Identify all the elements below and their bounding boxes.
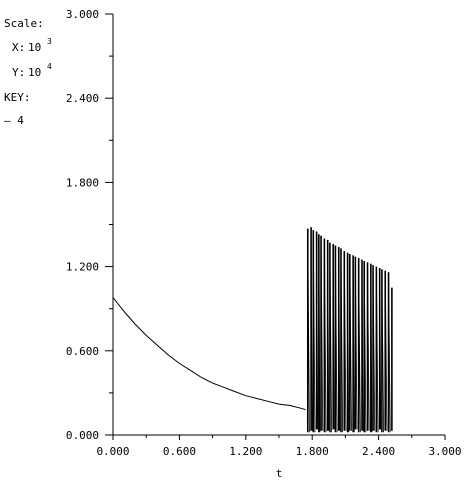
y-tick-label: 0.600 xyxy=(66,345,99,358)
scale-x-label: X: xyxy=(12,41,25,54)
scale-x-exponent: 3 xyxy=(47,37,52,46)
spike-decay xyxy=(352,255,355,433)
spike-decay xyxy=(329,242,332,433)
spike-decay xyxy=(310,227,313,431)
scale-panel: Scale: X: 10 3 Y: 10 4 KEY: — 4 xyxy=(4,17,52,127)
spike-decay xyxy=(327,239,330,431)
spike-decay xyxy=(367,262,370,431)
decay-curve xyxy=(112,297,306,411)
x-tick-label: 3.000 xyxy=(428,445,461,458)
spike-decay xyxy=(375,266,379,433)
spike-decay xyxy=(332,244,335,430)
spike-decay xyxy=(370,263,373,433)
scale-x-base: 10 xyxy=(28,41,41,54)
x-ticks: 0.000 0.600 1.200 1.800 2.400 3.000 xyxy=(96,435,462,458)
spike-decay xyxy=(354,256,358,430)
spike-decay xyxy=(340,248,344,433)
y-ticks: 0.000 0.600 1.200 1.800 2.400 3.000 xyxy=(66,8,113,442)
spike-decay xyxy=(381,269,384,433)
y-tick-label: 0.000 xyxy=(66,429,99,442)
spike-decay xyxy=(347,252,350,433)
spike-decay xyxy=(349,253,352,431)
series-layer xyxy=(112,227,393,433)
spike-decay xyxy=(307,228,310,433)
spike-decay xyxy=(363,260,367,433)
x-tick-label: 0.600 xyxy=(163,445,196,458)
spike-decay xyxy=(379,268,382,430)
spike-decay xyxy=(320,235,324,431)
x-tick-label: 2.400 xyxy=(362,445,395,458)
x-tick-label: 1.800 xyxy=(296,445,329,458)
spike-decay xyxy=(323,238,327,433)
scale-y-label: Y: xyxy=(12,66,25,79)
scale-title: Scale: xyxy=(4,17,44,30)
spike-decay xyxy=(338,246,341,431)
y-tick-label: 1.800 xyxy=(66,176,99,189)
y-tick-label: 1.200 xyxy=(66,261,99,274)
spike-decay xyxy=(316,231,319,430)
spike-decay xyxy=(358,258,361,433)
key-symbol: — 4 xyxy=(4,114,24,127)
x-axis-label: t xyxy=(276,467,283,480)
y-tick-label: 3.000 xyxy=(66,8,99,21)
spike-decay xyxy=(312,230,316,433)
key-label: KEY: xyxy=(4,91,31,104)
spike-decay xyxy=(318,234,321,433)
x-tick-label: 1.200 xyxy=(229,445,262,458)
spike-decay xyxy=(361,259,364,431)
scale-y-base: 10 xyxy=(28,66,41,79)
x-tick-label: 0.000 xyxy=(96,445,129,458)
spike-decay xyxy=(372,265,376,431)
scale-y-exponent: 4 xyxy=(47,62,52,71)
spike-decay xyxy=(343,251,347,431)
spike-decay xyxy=(335,245,338,433)
spike-decay xyxy=(384,270,388,431)
spike-decay xyxy=(388,272,391,433)
y-tick-label: 2.400 xyxy=(66,92,99,105)
